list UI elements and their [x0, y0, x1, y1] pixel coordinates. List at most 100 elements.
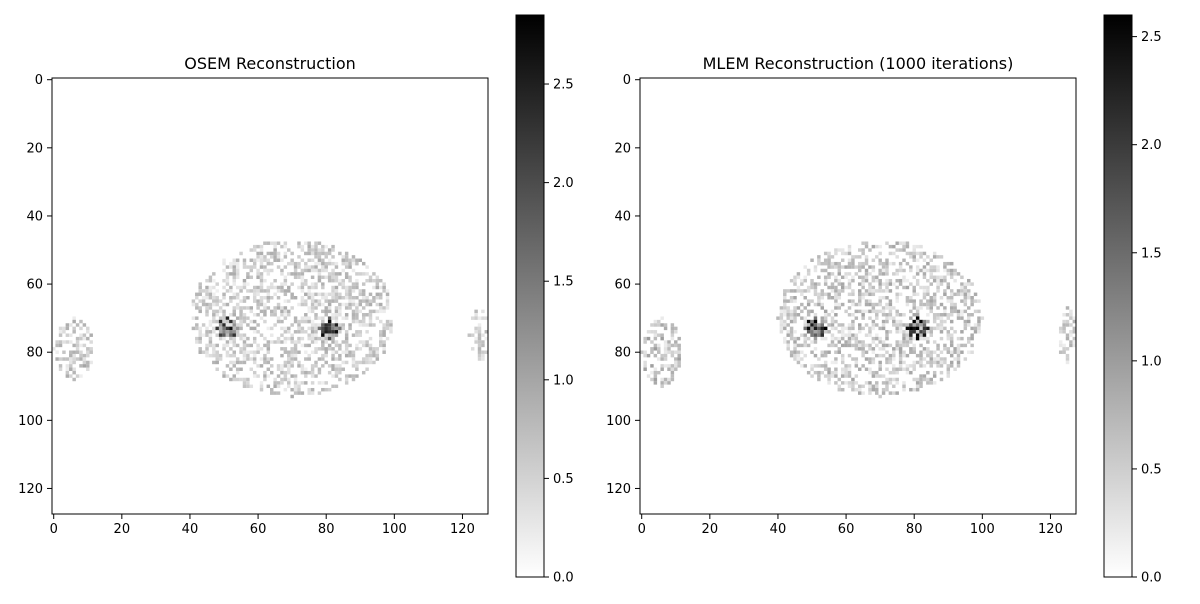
image-pixel [912, 387, 916, 392]
image-pixel [263, 241, 267, 245]
image-pixel [79, 374, 83, 378]
image-pixel [287, 248, 291, 252]
image-pixel [967, 313, 971, 317]
mlem-colorbar-gradient [1103, 14, 1133, 578]
image-pixel [871, 336, 876, 341]
image-pixel [334, 285, 339, 290]
image-pixel [218, 336, 223, 341]
colorbar-tick-label: 1.5 [553, 275, 574, 290]
image-pixel [290, 333, 294, 337]
image-pixel [871, 285, 876, 290]
x-tick-label: 80 [906, 522, 923, 537]
image-pixel [898, 326, 903, 331]
image-pixel [344, 377, 349, 382]
image-pixel [936, 347, 940, 351]
image-pixel [290, 364, 294, 368]
image-pixel [212, 299, 216, 303]
image-pixel [868, 360, 872, 365]
image-pixel [341, 285, 345, 290]
image-pixel [929, 282, 933, 286]
image-pixel [803, 316, 807, 320]
image-pixel [840, 357, 845, 361]
image-pixel [222, 313, 226, 317]
image-pixel [878, 272, 882, 276]
image-pixel [331, 364, 335, 368]
image-pixel [263, 336, 267, 341]
image-pixel [198, 347, 202, 351]
image-pixel [252, 330, 257, 334]
image-pixel [222, 258, 226, 262]
image-pixel [310, 282, 315, 286]
image-pixel [902, 278, 906, 283]
y-tick-label: 20 [26, 141, 43, 156]
image-pixel [830, 333, 835, 337]
image-pixel [796, 289, 801, 293]
image-pixel [208, 306, 213, 310]
image-pixel [355, 285, 359, 290]
image-pixel [249, 309, 254, 314]
image-pixel [909, 330, 913, 334]
image-pixel [943, 326, 947, 331]
image-pixel [926, 306, 930, 310]
image-pixel [212, 278, 216, 283]
image-pixel [304, 282, 308, 286]
image-pixel [218, 319, 223, 324]
image-pixel [895, 272, 899, 276]
image-pixel [868, 333, 872, 337]
image-pixel [800, 282, 804, 286]
image-pixel [905, 296, 910, 300]
image-pixel [932, 302, 937, 307]
image-pixel [820, 330, 824, 334]
image-pixel [327, 333, 332, 337]
image-pixel [79, 343, 83, 348]
image-pixel [55, 340, 59, 344]
image-pixel [331, 323, 335, 327]
image-pixel [793, 330, 797, 334]
image-pixel [249, 248, 254, 252]
image-pixel [229, 289, 233, 293]
image-pixel [321, 333, 325, 337]
image-pixel [844, 340, 848, 344]
image-pixel [817, 326, 821, 331]
image-pixel [949, 353, 954, 358]
image-pixel [351, 357, 356, 361]
image-pixel [361, 340, 366, 344]
image-pixel [232, 360, 236, 365]
image-pixel [956, 289, 961, 293]
image-pixel [263, 289, 267, 293]
image-pixel [300, 343, 305, 348]
image-pixel [266, 258, 271, 262]
image-pixel [803, 323, 807, 327]
image-pixel [963, 292, 968, 297]
image-pixel [946, 350, 951, 354]
image-pixel [854, 265, 859, 269]
image-pixel [361, 360, 366, 365]
image-pixel [355, 343, 359, 348]
image-pixel [864, 255, 869, 259]
image-pixel [813, 326, 818, 331]
image-pixel [252, 340, 257, 344]
image-pixel [929, 299, 933, 303]
image-pixel [895, 299, 899, 303]
image-pixel [881, 391, 886, 395]
image-pixel [868, 289, 872, 293]
image-pixel [939, 316, 944, 320]
image-pixel [273, 292, 277, 297]
image-pixel [348, 302, 352, 307]
image-pixel [348, 278, 352, 283]
image-pixel [895, 255, 899, 259]
image-pixel [888, 391, 893, 395]
image-pixel [789, 316, 794, 320]
image-pixel [198, 282, 202, 286]
image-pixel [324, 353, 328, 358]
image-pixel [208, 302, 213, 307]
image-pixel [290, 360, 294, 365]
image-pixel [249, 306, 254, 310]
image-pixel [858, 343, 862, 348]
image-pixel [858, 309, 862, 314]
image-pixel [229, 326, 233, 331]
image-pixel [803, 343, 807, 348]
image-pixel [225, 374, 230, 378]
image-pixel [259, 296, 264, 300]
image-pixel [885, 296, 889, 300]
